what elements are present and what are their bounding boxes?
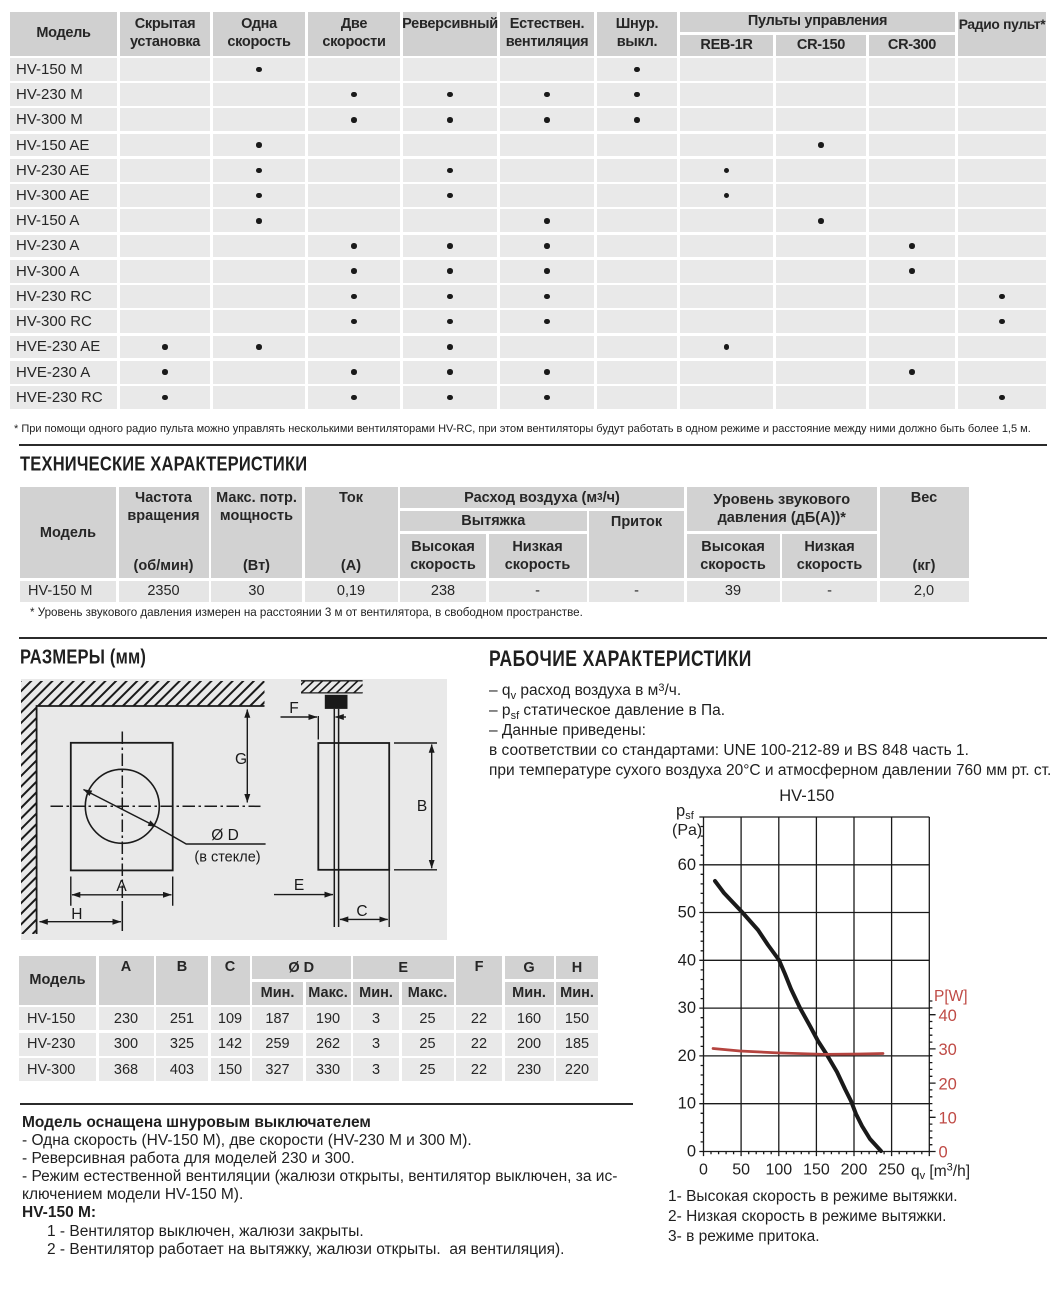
svg-text:(в стекле): (в стекле) [194, 850, 260, 866]
svg-text:C: C [356, 903, 367, 920]
svg-text:150: 150 [803, 1162, 830, 1179]
svg-text:0: 0 [699, 1162, 708, 1179]
svg-text:(Pa): (Pa) [672, 822, 702, 839]
svg-text:0: 0 [939, 1144, 948, 1162]
svg-text:200: 200 [841, 1162, 868, 1179]
svg-text:HV-150: HV-150 [779, 787, 834, 805]
svg-text:40: 40 [678, 951, 696, 969]
svg-text:0: 0 [687, 1143, 696, 1161]
svg-text:60: 60 [678, 856, 696, 874]
svg-text:B: B [417, 798, 427, 815]
svg-text:psf: psf [676, 802, 695, 822]
svg-text:H: H [71, 906, 82, 923]
svg-text:A: A [116, 878, 127, 895]
svg-text:F: F [289, 700, 298, 717]
svg-text:Ø D: Ø D [211, 827, 239, 844]
svg-text:50: 50 [678, 904, 696, 922]
svg-text:E: E [294, 877, 304, 894]
svg-text:10: 10 [939, 1110, 957, 1128]
svg-text:20: 20 [678, 1047, 696, 1065]
svg-text:40: 40 [939, 1007, 957, 1025]
svg-text:P[W]: P[W] [934, 988, 968, 1005]
svg-text:30: 30 [678, 999, 696, 1017]
svg-text:50: 50 [732, 1162, 750, 1179]
svg-text:10: 10 [678, 1095, 696, 1113]
svg-text:20: 20 [939, 1075, 957, 1093]
svg-text:30: 30 [939, 1041, 957, 1059]
svg-text:100: 100 [765, 1162, 792, 1179]
svg-text:250: 250 [878, 1162, 905, 1179]
svg-text:qv [m3/h]: qv [m3/h] [911, 1162, 970, 1183]
svg-text:G: G [235, 751, 247, 768]
